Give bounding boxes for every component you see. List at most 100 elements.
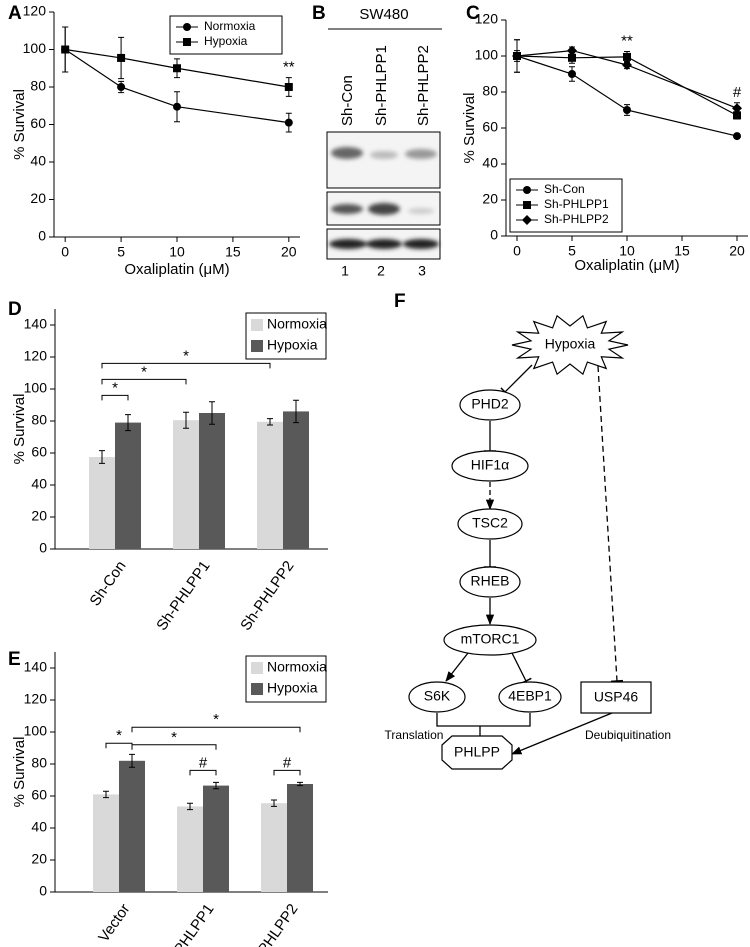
y-tick-label: 80 — [31, 755, 47, 771]
join-edge — [436, 713, 531, 736]
node-shape — [441, 735, 513, 770]
legend-label: Sh-Con — [544, 182, 585, 196]
edge-label: Deubiquitination — [585, 728, 671, 742]
annotation: # — [733, 84, 742, 101]
bar — [115, 422, 141, 549]
significance-bracket — [273, 769, 301, 776]
x-tick-label: Sh-Con — [86, 558, 129, 609]
y-tick-label: 80 — [482, 83, 498, 99]
error-bar — [293, 399, 299, 424]
node-label: 4EBP1 — [508, 688, 552, 704]
marker — [117, 83, 126, 91]
y-tick-label: 0 — [39, 540, 47, 556]
series-line — [516, 55, 738, 137]
x-tick-label: Vector — [95, 901, 133, 946]
marker — [61, 45, 70, 54]
bar — [173, 420, 199, 549]
marker — [732, 103, 742, 114]
error-bar — [99, 450, 105, 464]
y-tick-label: 100 — [23, 40, 47, 56]
annotation: ** — [621, 32, 633, 49]
y-tick-label: 0 — [39, 883, 47, 899]
marker — [567, 45, 577, 56]
y-tick-label: 100 — [24, 723, 48, 739]
bar — [119, 760, 145, 892]
legend-label: Normoxia — [267, 659, 327, 675]
node-shape — [451, 450, 529, 482]
error-bar — [271, 799, 277, 807]
bar — [203, 785, 229, 892]
bar — [89, 457, 115, 549]
y-tick-label: 40 — [31, 819, 47, 835]
y-tick-label: 20 — [482, 191, 498, 207]
node-label: mTORC1 — [461, 631, 520, 647]
lane-number: 1 — [341, 263, 349, 279]
series-line — [64, 49, 289, 124]
marker — [733, 132, 741, 141]
error-bar — [187, 802, 193, 811]
marker — [183, 23, 191, 31]
marker — [523, 201, 531, 209]
node-label: PHLPP — [454, 744, 500, 760]
y-tick-label: 120 — [24, 691, 48, 707]
x-tick-label: 10 — [619, 243, 635, 259]
inhibit-edge — [500, 364, 533, 397]
y-tick-label: 0 — [490, 227, 498, 243]
error-bar — [103, 790, 109, 799]
node-shape — [408, 681, 466, 713]
x-tick-label: 15 — [225, 244, 241, 260]
y-tick-label: 100 — [24, 380, 48, 396]
significance-bracket — [131, 744, 217, 750]
y-tick-label: 80 — [30, 78, 46, 94]
significance-bracket — [189, 769, 217, 776]
legend-label: Normoxia — [204, 19, 256, 33]
node-shape — [459, 566, 521, 598]
marker — [623, 106, 631, 114]
lane-number: 2 — [377, 263, 385, 279]
y-tick-label: 120 — [24, 348, 48, 364]
marker — [512, 51, 522, 61]
x-tick-label: 20 — [729, 243, 745, 259]
panel-label: E — [8, 649, 21, 670]
bar — [93, 794, 119, 892]
lane-number: 3 — [418, 263, 426, 279]
node-label: HIF1α — [471, 457, 509, 473]
activate-edge — [445, 652, 469, 682]
legend-label: Normoxia — [267, 316, 327, 332]
annotation: * — [171, 729, 177, 746]
marker — [173, 64, 181, 73]
y-tick-label: 140 — [24, 659, 48, 675]
error-bar — [267, 418, 273, 426]
annotation: # — [283, 754, 292, 771]
annotation: # — [199, 754, 208, 771]
cell-line: SW480 — [359, 6, 408, 23]
y-tick-label: 40 — [30, 153, 46, 169]
series-line — [516, 49, 738, 109]
bar — [283, 411, 309, 549]
y-tick-label: 100 — [475, 47, 499, 63]
y-tick-label: 60 — [482, 119, 498, 135]
marker — [284, 118, 293, 127]
x-tick-label: Sh-PHLPP1 — [153, 558, 213, 634]
panel-label: A — [8, 3, 22, 24]
legend-swatch — [251, 662, 263, 674]
y-tick-label: 40 — [482, 155, 498, 171]
x-tick-label: 0 — [513, 243, 521, 259]
y-axis-label: % Survival — [11, 737, 28, 808]
annotation: * — [213, 711, 219, 728]
y-tick-label: 0 — [38, 228, 46, 244]
y-tick-label: 60 — [31, 787, 47, 803]
node-label: TSC2 — [472, 515, 508, 531]
x-tick-label: PHLPP1 — [171, 901, 218, 947]
bar — [287, 784, 313, 892]
annotation: * — [141, 363, 147, 380]
y-tick-label: 140 — [24, 316, 48, 332]
activate-edge — [511, 712, 613, 755]
marker — [733, 111, 741, 120]
x-tick-label: 20 — [281, 244, 297, 260]
panel-label: D — [8, 299, 22, 320]
legend-label: Sh-PHLPP2 — [544, 212, 609, 226]
marker — [284, 83, 293, 91]
significance-bracket — [131, 726, 301, 733]
